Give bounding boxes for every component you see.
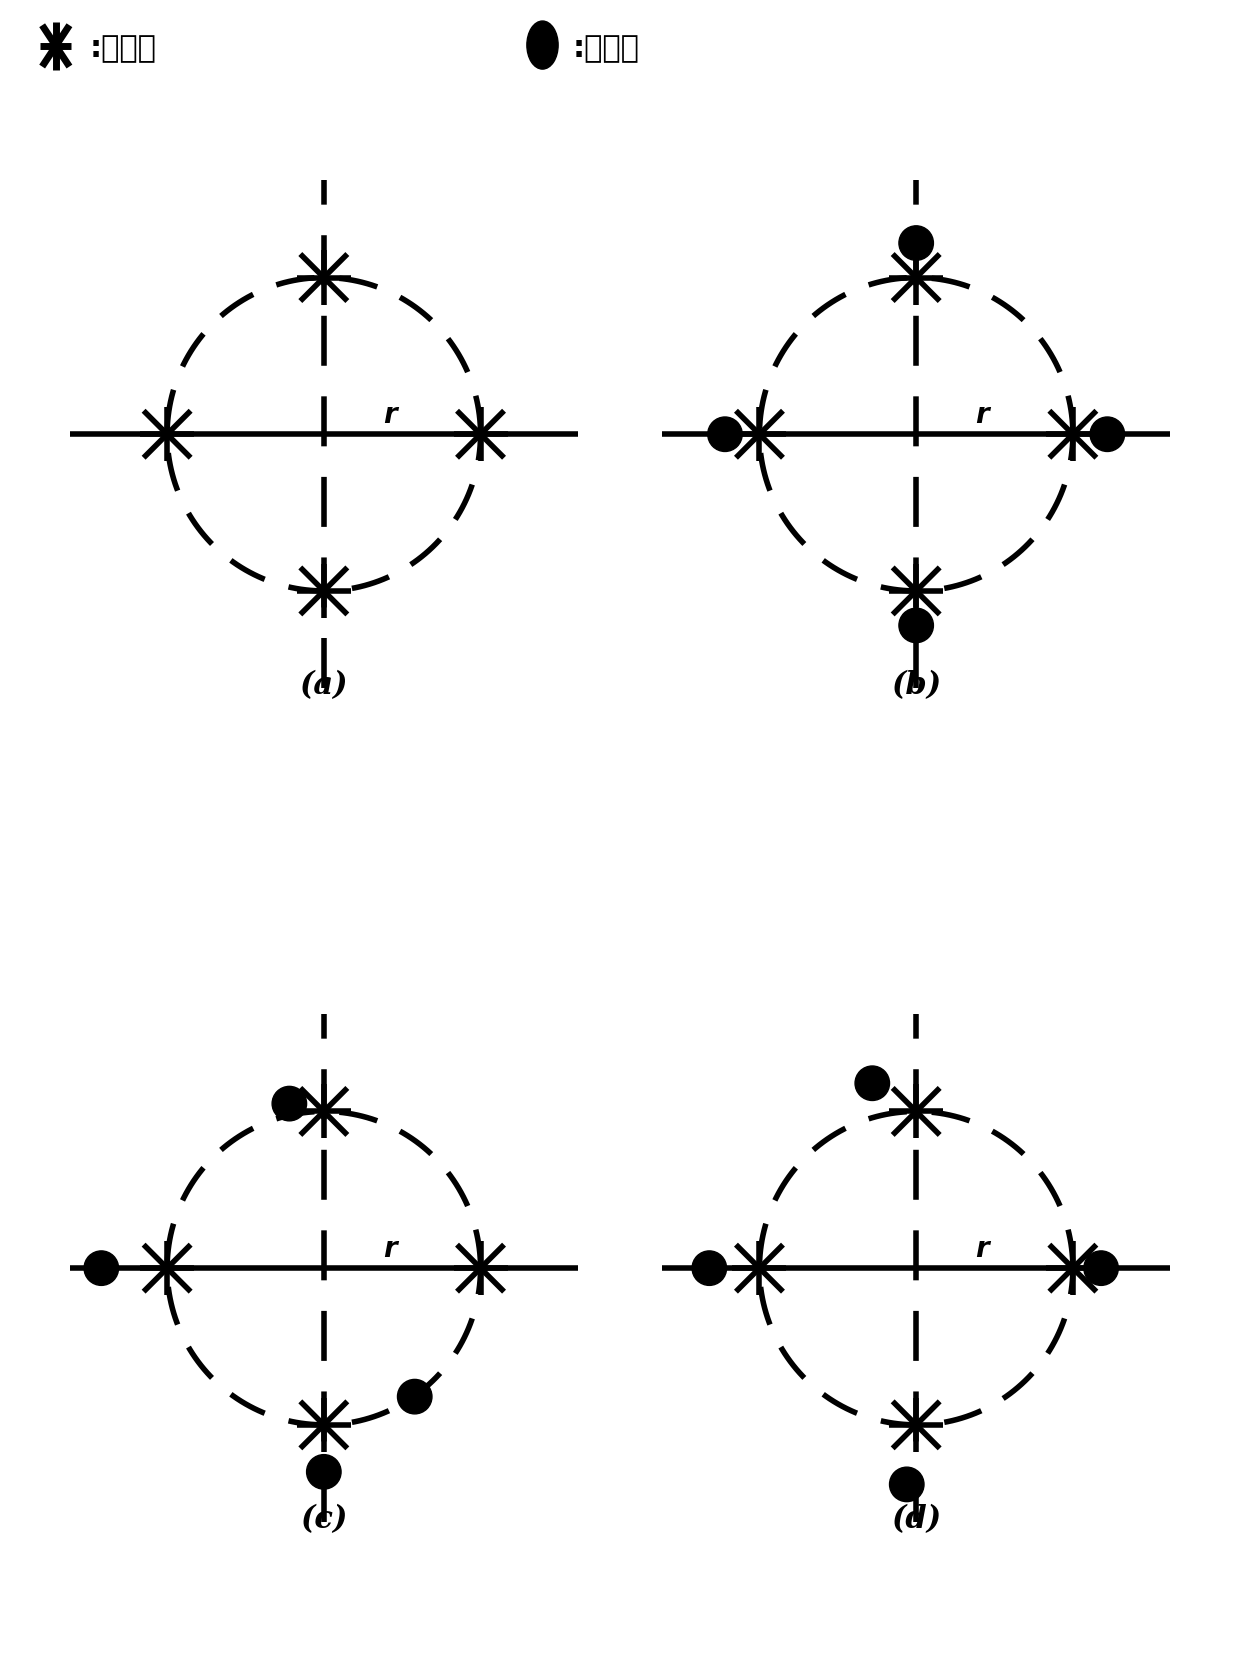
Circle shape	[306, 1455, 341, 1489]
Circle shape	[84, 1250, 119, 1285]
Circle shape	[1090, 417, 1125, 452]
Text: (a): (a)	[300, 669, 348, 701]
Circle shape	[398, 1379, 432, 1414]
Circle shape	[708, 417, 743, 452]
Text: r: r	[383, 402, 397, 429]
Text: :光学点: :光学点	[89, 33, 156, 63]
Circle shape	[527, 22, 558, 68]
Circle shape	[692, 1250, 727, 1285]
Circle shape	[899, 225, 934, 260]
Text: (c): (c)	[300, 1504, 347, 1534]
Text: r: r	[975, 402, 988, 429]
Text: r: r	[975, 1235, 988, 1263]
Circle shape	[899, 608, 934, 643]
Circle shape	[272, 1087, 306, 1122]
Text: r: r	[383, 1235, 397, 1263]
Text: (b): (b)	[892, 669, 941, 701]
Circle shape	[856, 1066, 889, 1100]
Circle shape	[1084, 1250, 1118, 1285]
Circle shape	[889, 1467, 924, 1502]
Text: (d): (d)	[892, 1504, 941, 1534]
Text: :偏离点: :偏离点	[573, 33, 640, 63]
